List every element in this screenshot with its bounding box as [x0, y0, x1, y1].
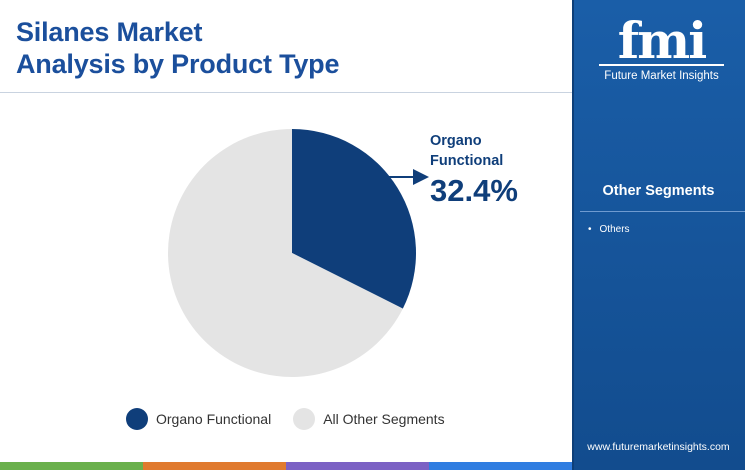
chart-title-line2: Analysis by Product Type: [16, 49, 340, 79]
website-url: www.futuremarketinsights.com: [587, 441, 730, 453]
other-segments-title: Other Segments: [602, 183, 715, 199]
color-strip-segment: [143, 462, 286, 470]
color-strip-segment: [286, 462, 429, 470]
other-segments-item-label: Others: [599, 224, 630, 235]
fmi-logo: fmi Future Market Insights: [599, 10, 724, 88]
chart-title-line1: Silanes Market: [16, 17, 203, 47]
legend-item-others: All Other Segments: [293, 408, 445, 430]
callout-value: 32.4%: [430, 173, 518, 208]
logo-rule: [599, 64, 724, 66]
title-divider: [0, 92, 572, 93]
legend-swatch-others: [293, 408, 316, 430]
logo-subtitle: Future Market Insights: [604, 70, 719, 82]
color-strip: [0, 462, 572, 470]
sidebar-edge: [572, 0, 574, 470]
logo-wordmark: fmi: [617, 11, 707, 70]
legend: Organo Functional All Other Segments: [126, 407, 467, 431]
legend-label-organo: Organo Functional: [156, 411, 272, 427]
pie-slice-organo-functional: [292, 129, 416, 309]
color-strip-segment: [0, 462, 143, 470]
bullet-icon: •: [588, 224, 592, 235]
other-segments-item: • Others: [588, 224, 630, 235]
legend-item-organo: Organo Functional: [126, 408, 271, 430]
pie-chart: [167, 129, 429, 378]
callout-label-line2: Functional: [430, 153, 504, 169]
sidebar-panel: fmi Future Market Insights: [572, 0, 745, 470]
legend-swatch-organo: [126, 408, 148, 430]
pie-slice-all-other-segments: [167, 129, 403, 378]
color-strip-segment: [429, 462, 572, 470]
other-segments-divider: [580, 211, 745, 212]
legend-label-others: All Other Segments: [323, 411, 445, 427]
callout-label: Organo Functional: [430, 131, 560, 171]
chart-title: Silanes Market Analysis by Product Type: [16, 16, 339, 80]
callout-label-line1: Organo: [430, 133, 482, 149]
